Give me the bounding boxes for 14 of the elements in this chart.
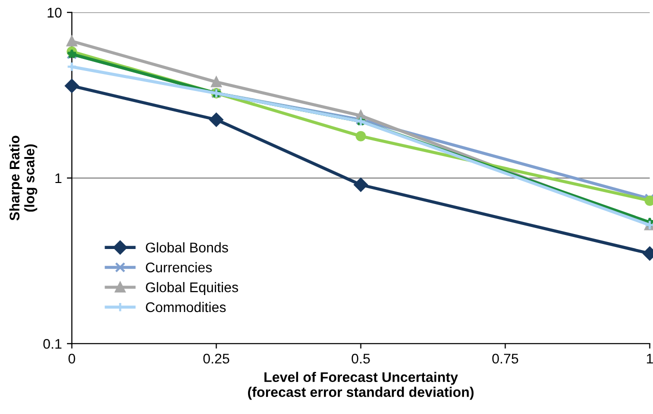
x-tick-label: 0.5	[352, 354, 370, 364]
y-axis-title: Sharpe Ratio (log scale)	[9, 136, 38, 220]
legend-label: Commodities	[146, 302, 226, 312]
x-tick-label: 0	[68, 354, 76, 364]
x-tick-label: 1	[646, 354, 653, 364]
legend-label: Currencies	[146, 262, 212, 272]
y-tick-label: 1	[55, 173, 62, 184]
x-tick-label: 0.75	[492, 354, 518, 364]
x-tick-label: 0.25	[203, 354, 230, 364]
y-tick-label: 0.1	[43, 338, 62, 349]
legend-label: Global Equities	[146, 282, 238, 295]
x-axis-title: Level of Forecast Uncertainty (forecast error standard deviation)	[248, 372, 474, 400]
y-tick-label: 10	[48, 8, 62, 18]
legend-label: Global Bonds	[146, 242, 228, 252]
